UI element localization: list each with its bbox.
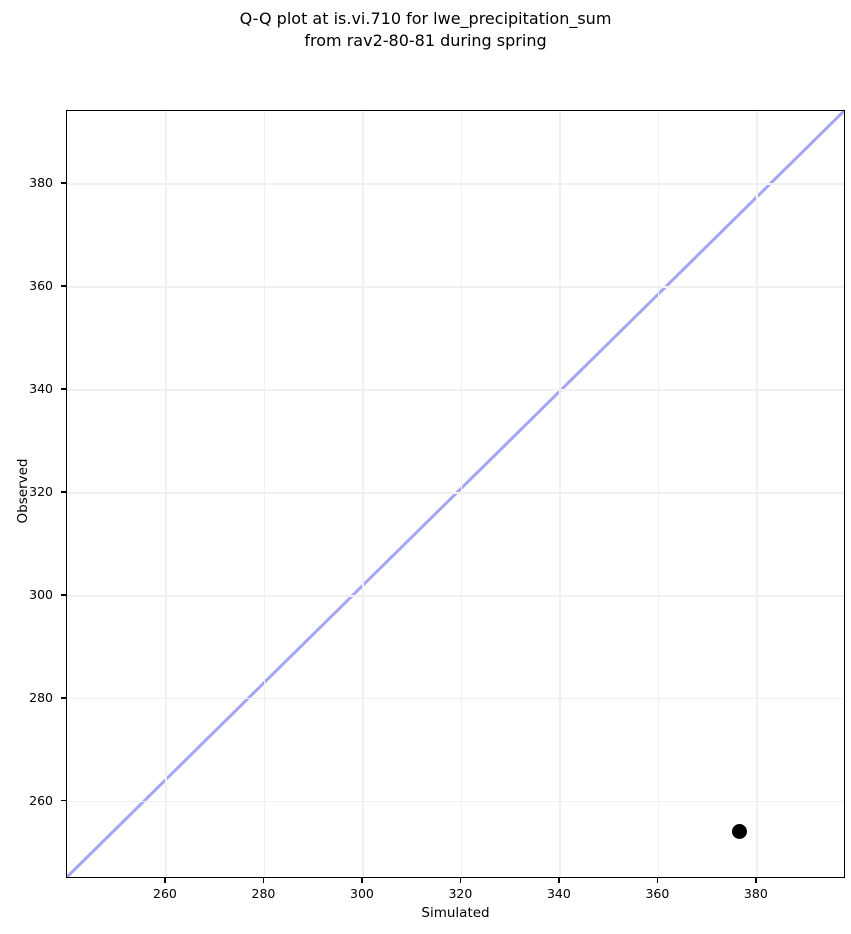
gridline-vertical xyxy=(657,111,660,877)
y-tick-label: 360 xyxy=(29,278,53,294)
y-tick-label: 380 xyxy=(29,175,53,191)
gridline-vertical xyxy=(756,111,758,877)
x-tick-label: 380 xyxy=(743,886,768,901)
chart-title: Q-Q plot at is.vi.710 for lwe_precipitat… xyxy=(239,9,612,50)
gridline-horizontal xyxy=(67,492,844,494)
x-tick-mark xyxy=(755,878,757,883)
x-tick-mark xyxy=(656,878,659,883)
y-tick-mark xyxy=(61,388,66,390)
y-tick-mark xyxy=(61,182,66,184)
x-tick-label: 280 xyxy=(251,886,276,901)
gridline-horizontal xyxy=(67,801,844,803)
plot-area xyxy=(66,110,845,878)
x-tick-label: 340 xyxy=(546,886,571,901)
x-tick-label: 300 xyxy=(350,886,374,901)
identity-line xyxy=(67,111,844,877)
y-tick-label: 320 xyxy=(29,483,53,499)
x-tick-label: 360 xyxy=(645,886,670,901)
gridline-horizontal xyxy=(67,389,844,391)
y-tick-mark xyxy=(61,491,66,493)
y-tick-label: 260 xyxy=(29,792,53,808)
x-tick-label: 320 xyxy=(448,886,473,901)
gridline-vertical xyxy=(165,111,167,877)
x-tick-mark xyxy=(459,878,462,883)
gridline-vertical xyxy=(362,111,364,877)
gridline-vertical xyxy=(460,111,463,877)
x-tick-mark xyxy=(164,878,166,883)
gridline-vertical xyxy=(263,111,266,877)
y-tick-mark xyxy=(61,800,66,802)
x-tick-label: 260 xyxy=(153,886,177,901)
data-point xyxy=(732,823,748,839)
x-tick-mark xyxy=(262,878,265,883)
x-tick-mark xyxy=(558,878,560,883)
y-tick-label: 300 xyxy=(29,586,53,602)
y-tick-label: 280 xyxy=(29,689,53,705)
gridline-horizontal xyxy=(67,595,844,597)
y-tick-mark xyxy=(61,697,66,699)
y-tick-mark xyxy=(61,594,66,596)
y-tick-mark xyxy=(61,285,66,287)
x-tick-mark xyxy=(361,878,363,883)
gridline-horizontal xyxy=(67,286,844,288)
gridline-horizontal xyxy=(67,183,844,185)
gridline-vertical xyxy=(559,111,561,877)
x-axis-label: Simulated xyxy=(421,905,490,921)
y-tick-label: 340 xyxy=(29,380,53,396)
gridline-horizontal xyxy=(67,698,844,700)
